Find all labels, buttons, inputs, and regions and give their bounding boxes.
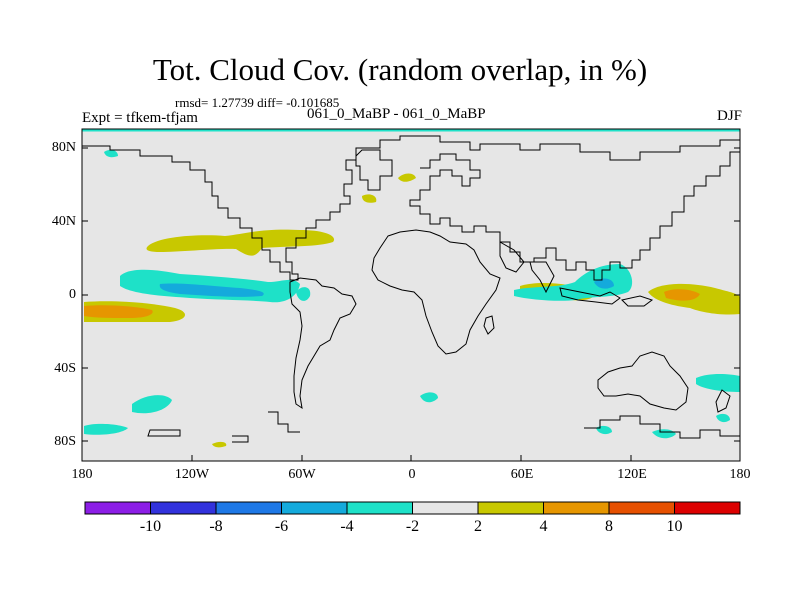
coastlines (82, 135, 740, 443)
colorbar-box-3 (281, 502, 347, 514)
lon-label-60w: 60W (288, 467, 316, 482)
lon-label-120w: 120W (174, 467, 210, 482)
coast-south-america (289, 277, 357, 410)
coast-eurasia (409, 135, 740, 281)
coast-madagascar (483, 315, 495, 335)
coast-greenland (355, 149, 393, 191)
lat-ticks (82, 147, 740, 442)
anomaly-patch-sopac-neg-2 (84, 423, 128, 435)
anomaly-patch-so-neg-2 (716, 413, 730, 423)
anomaly-patch-so-neg-1 (652, 429, 676, 439)
colorbar-label-3: -4 (340, 518, 354, 535)
lon-ticks (191, 455, 632, 461)
anomaly-patch-sopac-neg (132, 395, 172, 414)
anomaly-patch-npac-pos (146, 229, 335, 256)
colorbar-label-4: -2 (405, 518, 420, 535)
anomaly-patch-samerica-neg (296, 287, 311, 301)
colorbar-label-7: 8 (605, 518, 613, 535)
lat-label-40s: 40S (54, 361, 76, 376)
colorbar-label-5: 2 (474, 518, 482, 535)
lon-label-180e: 180 (729, 467, 751, 482)
lat-label-40n: 40N (51, 214, 76, 229)
lat-label-80n: 80N (51, 140, 76, 155)
anomaly-patch-maritime-neg (514, 264, 633, 301)
anomaly-patch-natl-pos (398, 173, 416, 182)
colorbar-label-8: 10 (666, 518, 683, 535)
runs-label: 061_0_MaBP - 061_0_MaBP (307, 106, 486, 122)
colorbar-label-0: -10 (139, 518, 162, 535)
anomaly-patch-spac-pos-core (84, 305, 153, 318)
colorbar-box-5 (412, 502, 478, 514)
rmsd-diff-stats: rmsd= 1.27739 diff= -0.101685 (175, 95, 340, 110)
colorbar-box-8 (609, 502, 675, 514)
anomaly-patches (84, 149, 740, 448)
anomaly-patch-wpac-pos-core (664, 289, 700, 301)
colorbar-box-0 (85, 502, 151, 514)
colorbar-box-1 (150, 502, 216, 514)
lon-label-0: 0 (408, 467, 416, 482)
coast-antarctica (147, 411, 740, 443)
coast-north-america (82, 135, 420, 281)
experiment-label: Expt = tfkem-tfjam (82, 110, 198, 126)
anomaly-patch-satl-neg (420, 392, 438, 403)
lon-label-60e: 60E (510, 467, 534, 482)
anomaly-patch-arctic-pos (212, 441, 227, 448)
coast-maritime (559, 287, 654, 307)
colorbar-box-4 (347, 502, 413, 514)
colorbar-box-9 (674, 502, 740, 514)
coast-africa (371, 229, 501, 355)
anomaly-patch-natl-pos-2 (362, 194, 377, 203)
chart-title: Tot. Cloud Cov. (random overlap, in %) (152, 52, 648, 87)
colorbar-label-1: -8 (209, 518, 223, 535)
lat-label-80s: 80S (54, 434, 76, 449)
lat-label-eq: 0 (69, 287, 76, 302)
coast-new-zealand (715, 389, 731, 413)
lon-label-120e: 120E (617, 467, 647, 482)
colorbar-label-2: -6 (274, 518, 289, 535)
lon-label-180w: 180 (71, 467, 93, 482)
anomaly-patch-eaus-neg (696, 374, 740, 392)
colorbar (84, 501, 741, 515)
anomaly-patch-arctic-neg (104, 149, 118, 158)
season-label: DJF (716, 108, 742, 124)
coast-arabia-india (499, 241, 555, 294)
anomaly-patch-trop-pac-neg-core (159, 283, 264, 297)
anomaly-patch-maritime-neg-core (594, 278, 614, 289)
colorbar-box-6 (478, 502, 544, 514)
colorbar-box-7 (543, 502, 609, 514)
coast-australia (597, 351, 689, 411)
colorbar-box-2 (216, 502, 282, 514)
colorbar-label-6: 4 (539, 518, 548, 535)
